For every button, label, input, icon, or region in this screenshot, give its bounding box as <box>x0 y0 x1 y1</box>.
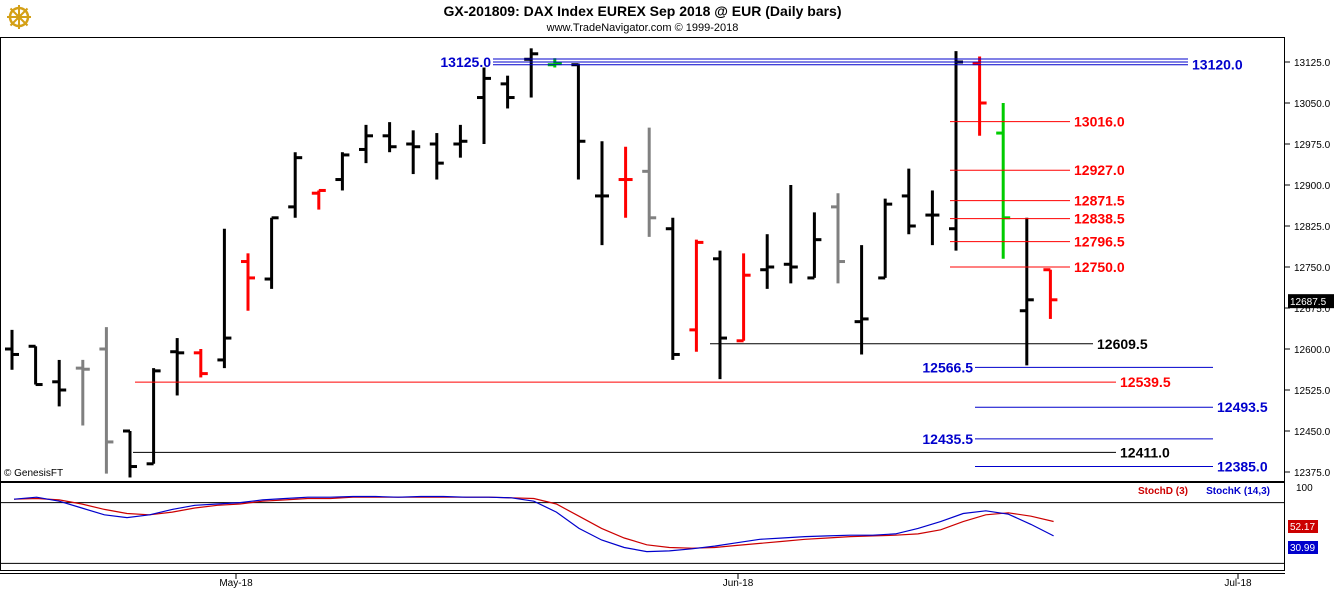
stoch-k-legend: StochK (14,3) <box>1206 486 1270 497</box>
level-label: 12539.5 <box>1120 374 1171 390</box>
level-label: 12796.5 <box>1074 234 1125 250</box>
level-label: 12435.5 <box>922 431 973 447</box>
level-label: 12493.5 <box>1217 399 1268 415</box>
level-label: 12385.0 <box>1217 459 1268 475</box>
stoch-panel-frame <box>0 482 1285 571</box>
stoch-tick-label: 100 <box>1296 483 1313 494</box>
level-label: 13120.0 <box>1192 57 1243 73</box>
stoch-k-line <box>13 495 1054 553</box>
y-tick-label: 12675.0 <box>1294 304 1331 315</box>
x-tick-label: May-18 <box>219 578 253 589</box>
y-tick-label: 12450.0 <box>1294 427 1331 438</box>
level-label: 12411.0 <box>1120 444 1170 460</box>
y-tick-label: 13125.0 <box>1294 58 1331 69</box>
stoch-k-value: 30.99 <box>1290 543 1315 554</box>
stoch-d-value-marker <box>1288 520 1318 533</box>
x-tick-label: Jun-18 <box>723 578 754 589</box>
last-price-label: 12687.5 <box>1290 297 1327 308</box>
level-label: 12609.5 <box>1097 336 1148 352</box>
y-tick-label: 13050.0 <box>1294 99 1331 110</box>
stoch-d-legend: StochD (3) <box>1138 486 1188 497</box>
x-tick-label: Jul-18 <box>1224 578 1252 589</box>
ship-wheel-logo-icon <box>6 4 32 32</box>
y-tick-label: 12825.0 <box>1294 222 1331 233</box>
y-tick-label: 12525.0 <box>1294 386 1331 397</box>
stoch-d-line <box>13 496 1054 549</box>
stoch-d-value: 52.17 <box>1290 522 1315 533</box>
price-panel-frame <box>0 37 1285 482</box>
level-label: 12750.0 <box>1074 259 1125 275</box>
level-label: 13016.0 <box>1074 114 1125 130</box>
chart-title: GX-201809: DAX Index EUREX Sep 2018 @ EU… <box>443 3 842 19</box>
y-tick-label: 12600.0 <box>1294 345 1331 356</box>
last-price-marker <box>1288 294 1334 309</box>
y-tick-label: 12975.0 <box>1294 140 1331 151</box>
y-tick-label: 12900.0 <box>1294 181 1331 192</box>
y-tick-label: 12750.0 <box>1294 263 1331 274</box>
y-tick-label: 12375.0 <box>1294 468 1331 479</box>
stoch-k-value-marker <box>1288 541 1318 554</box>
chart-subtitle: www.TradeNavigator.com © 1999-2018 <box>546 22 739 34</box>
level-label: 12838.5 <box>1074 211 1125 227</box>
copyright-label: © GenesisFT <box>4 468 64 479</box>
level-label: 12927.0 <box>1074 162 1125 178</box>
level-label: 12871.5 <box>1074 193 1125 209</box>
level-label: 13125.0 <box>440 54 491 70</box>
level-label: 12566.5 <box>922 359 973 375</box>
